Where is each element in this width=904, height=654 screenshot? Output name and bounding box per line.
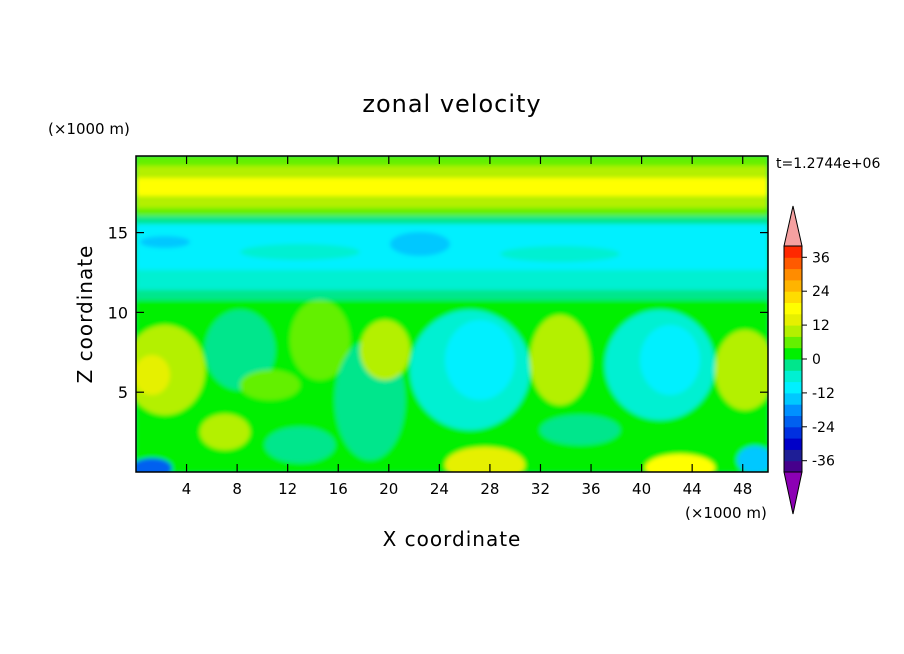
field-patches bbox=[136, 156, 768, 472]
field-patch bbox=[240, 370, 300, 400]
field-patch bbox=[265, 427, 335, 463]
x-tick-label: 28 bbox=[480, 480, 499, 498]
y-axis-label: Z coordinate bbox=[73, 245, 97, 384]
y-unit-label: (×1000 m) bbox=[48, 120, 130, 138]
colorbar-label: 0 bbox=[812, 352, 821, 368]
colorbar-swatch bbox=[784, 268, 802, 281]
field-patch bbox=[140, 236, 190, 248]
field-patch bbox=[205, 310, 275, 390]
field-patch bbox=[240, 244, 360, 260]
field-patch bbox=[390, 232, 450, 256]
x-tick-label: 48 bbox=[733, 480, 752, 498]
field-patch bbox=[360, 320, 410, 380]
x-tick-label: 40 bbox=[632, 480, 651, 498]
field-band bbox=[136, 156, 768, 168]
field-patch bbox=[715, 330, 768, 410]
field-patch bbox=[530, 315, 590, 405]
colorbar-swatch bbox=[784, 426, 802, 439]
field-band bbox=[136, 196, 768, 210]
colorbar-swatch bbox=[784, 415, 802, 428]
colorbar-swatch bbox=[784, 370, 802, 383]
colorbar-swatch bbox=[784, 336, 802, 349]
field-patch bbox=[645, 454, 715, 472]
x-axis-label: X coordinate bbox=[383, 527, 522, 551]
field-patch bbox=[136, 458, 172, 472]
x-tick-label: 4 bbox=[182, 480, 192, 498]
colorbar-swatch bbox=[784, 246, 802, 258]
colorbar-swatch bbox=[784, 291, 802, 303]
colorbar-swatch bbox=[784, 438, 802, 450]
field-patch bbox=[500, 246, 620, 262]
colorbar-label: 36 bbox=[812, 250, 830, 266]
plot-area bbox=[136, 156, 768, 472]
field-patch bbox=[737, 446, 768, 472]
x-tick-label: 24 bbox=[430, 480, 449, 498]
x-tick-label: 8 bbox=[232, 480, 242, 498]
colorbar-over-arrow bbox=[783, 205, 803, 247]
field-band bbox=[136, 224, 768, 272]
colorbar-under-arrow bbox=[783, 471, 803, 515]
colorbar-swatch bbox=[784, 302, 802, 315]
x-tick-label: 20 bbox=[379, 480, 398, 498]
colorbar-swatch bbox=[784, 449, 802, 462]
field-band bbox=[136, 166, 768, 180]
field-band bbox=[136, 178, 768, 198]
colorbar-label: -36 bbox=[812, 454, 835, 470]
chart-title: zonal velocity bbox=[362, 90, 541, 118]
x-tick-label: 36 bbox=[581, 480, 600, 498]
plot-frame bbox=[135, 155, 769, 473]
field-patch bbox=[445, 447, 525, 472]
colorbar-swatch bbox=[784, 404, 802, 416]
field-band bbox=[136, 208, 768, 218]
field-patch bbox=[136, 355, 170, 395]
colorbar-swatch bbox=[784, 359, 802, 371]
field-patch bbox=[445, 320, 515, 400]
colorbar-label: 12 bbox=[812, 318, 830, 334]
y-axis-ticks: 5 10 15 bbox=[108, 224, 768, 402]
colorbar-label: -24 bbox=[812, 420, 835, 436]
time-label: t=1.2744e+06 bbox=[776, 156, 880, 172]
colorbar-swatch bbox=[784, 460, 802, 473]
field-patch bbox=[640, 325, 700, 395]
field-patch bbox=[200, 414, 250, 450]
colorbar-swatch bbox=[784, 313, 802, 326]
colorbar-label: -12 bbox=[812, 386, 835, 402]
colorbar-swatch bbox=[784, 279, 802, 292]
colorbar-swatch bbox=[784, 257, 802, 270]
colorbar-swatch bbox=[784, 392, 802, 405]
y-tick-label: 15 bbox=[108, 224, 128, 243]
field-band bbox=[136, 290, 768, 302]
x-unit-label: (×1000 m) bbox=[685, 504, 767, 522]
colorbar-swatch bbox=[784, 325, 802, 337]
y-tick-label: 5 bbox=[118, 383, 128, 402]
field-patch bbox=[540, 415, 620, 445]
x-axis-ticks: 4 8 12 16 20 24 28 32 36 40 44 48 bbox=[182, 156, 752, 498]
y-tick-label: 10 bbox=[108, 303, 128, 322]
colorbar-label: 24 bbox=[812, 284, 830, 300]
field-band bbox=[136, 216, 768, 226]
colorbar: 36 24 12 0 -12 -24 -36 bbox=[783, 205, 835, 515]
x-tick-label: 16 bbox=[329, 480, 348, 498]
x-tick-label: 12 bbox=[278, 480, 297, 498]
x-tick-label: 32 bbox=[531, 480, 550, 498]
colorbar-swatch bbox=[784, 381, 802, 394]
x-tick-label: 44 bbox=[683, 480, 702, 498]
field-patch bbox=[290, 300, 350, 380]
field-band bbox=[136, 270, 768, 292]
colorbar-swatch bbox=[784, 347, 802, 360]
